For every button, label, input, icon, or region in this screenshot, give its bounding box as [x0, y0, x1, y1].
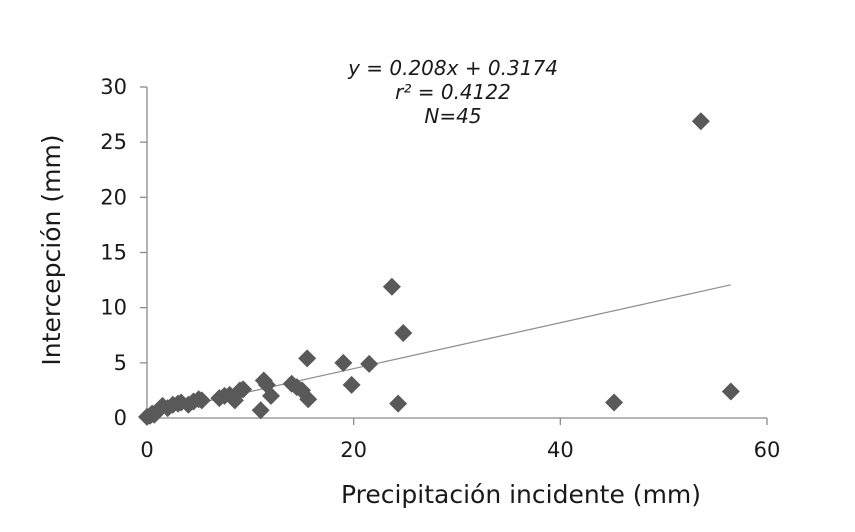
y-tick-label: 20 — [100, 185, 127, 209]
data-point — [334, 353, 353, 372]
r-squared-label: r² = 0.4122 — [395, 80, 511, 104]
data-point — [360, 354, 379, 373]
data-point — [394, 324, 413, 343]
data-point — [382, 277, 401, 296]
data-point — [691, 112, 710, 131]
data-point — [251, 401, 270, 420]
x-axis-ticks: 0 20 40 60 — [140, 418, 780, 462]
data-point — [342, 375, 361, 394]
data-point — [721, 382, 740, 401]
y-tick-label: 5 — [114, 351, 127, 375]
y-tick-label: 25 — [100, 130, 127, 154]
sample-size-label: N=45 — [424, 104, 481, 128]
data-point — [299, 390, 318, 409]
x-tick-label: 60 — [754, 438, 781, 462]
data-point — [234, 380, 253, 399]
x-tick-label: 0 — [140, 438, 153, 462]
x-tick-label: 40 — [547, 438, 574, 462]
y-tick-label: 0 — [114, 406, 127, 430]
x-tick-label: 20 — [340, 438, 367, 462]
data-point — [298, 349, 317, 368]
y-tick-label: 30 — [100, 75, 127, 99]
y-axis-title: Intercepción (mm) — [37, 134, 66, 365]
data-point — [389, 394, 408, 413]
regression-equation: y = 0.208x + 0.3174 — [347, 56, 558, 80]
y-axis-ticks: 0 5 10 15 20 25 30 — [100, 75, 147, 430]
data-point — [262, 386, 280, 405]
y-tick-label: 10 — [100, 296, 127, 320]
data-point — [192, 391, 211, 410]
data-point — [605, 393, 624, 412]
x-axis-title: Precipitación incidente (mm) — [341, 480, 701, 509]
data-points — [138, 112, 740, 426]
y-tick-label: 15 — [100, 241, 127, 265]
